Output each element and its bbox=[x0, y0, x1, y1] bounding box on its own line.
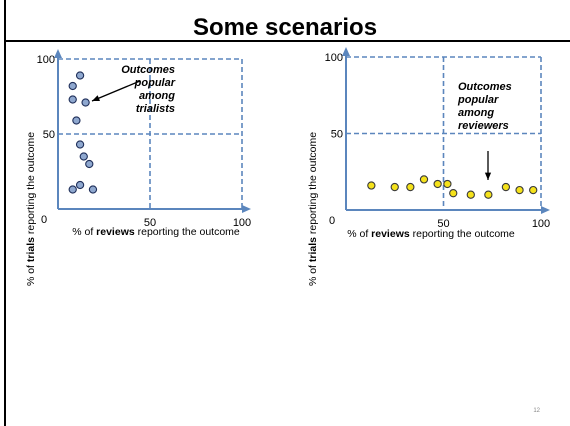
x-axis-arrow-icon bbox=[242, 205, 251, 213]
data-point bbox=[68, 185, 77, 194]
slide-title: Some scenarios bbox=[192, 14, 378, 41]
annotation-text-line: popular bbox=[457, 94, 499, 106]
reference-lines bbox=[58, 58, 243, 209]
y-tick-label: 100 bbox=[325, 52, 343, 64]
data-point bbox=[390, 182, 399, 192]
annotation-text-line: trialists bbox=[136, 103, 175, 115]
x-axis-arrow-icon bbox=[541, 206, 550, 214]
data-point bbox=[85, 159, 94, 169]
y-axis-label: % of trials reporting the outcome bbox=[307, 132, 319, 286]
data-point bbox=[88, 185, 98, 194]
chart-axes bbox=[342, 47, 550, 214]
page-number: 12 bbox=[533, 408, 540, 414]
data-point bbox=[484, 190, 493, 199]
slide-top-border bbox=[4, 40, 570, 42]
data-point bbox=[367, 181, 376, 190]
scatter-chart-reviewers: 0 50 100 50 100 Outcomespopularamongreviewer… bbox=[307, 47, 551, 286]
data-point bbox=[81, 98, 90, 107]
tick-labels: 0 50 100 50 100 bbox=[325, 52, 551, 230]
y-tick-label: 50 bbox=[331, 129, 343, 141]
x-tick-label: 0 bbox=[41, 214, 47, 226]
data-points bbox=[68, 71, 98, 194]
annotation-text-line: Outcomes bbox=[458, 81, 512, 93]
x-tick-label: 0 bbox=[329, 215, 335, 227]
x-tick-label: 50 bbox=[437, 218, 449, 230]
data-point bbox=[68, 81, 77, 91]
annotation-arrow-line bbox=[91, 80, 141, 102]
annotation-text-line: popular bbox=[134, 77, 176, 89]
data-point bbox=[449, 189, 458, 198]
y-tick-label: 100 bbox=[37, 54, 55, 66]
data-point bbox=[515, 185, 524, 195]
data-point bbox=[529, 185, 538, 195]
y-axis-arrow-icon bbox=[342, 47, 350, 56]
data-points bbox=[367, 175, 538, 199]
data-point bbox=[501, 182, 511, 192]
chart-axes bbox=[54, 49, 251, 213]
data-point bbox=[443, 179, 452, 189]
slide-left-border bbox=[4, 0, 6, 426]
x-tick-label: 50 bbox=[144, 217, 156, 229]
y-axis-label: % of trials reporting the outcome bbox=[25, 132, 37, 286]
annotation-arrowhead-icon bbox=[92, 95, 100, 102]
x-tick-label: 100 bbox=[532, 218, 550, 230]
data-point bbox=[75, 140, 85, 149]
x-axis-label: % of reviews reporting the outcome bbox=[347, 228, 515, 240]
data-point bbox=[419, 175, 429, 184]
annotation-text-line: reviewers bbox=[458, 120, 509, 132]
data-point bbox=[433, 179, 442, 189]
x-axis-label: % of reviews reporting the outcome bbox=[72, 226, 240, 238]
x-tick-label: 100 bbox=[233, 217, 251, 229]
data-point bbox=[72, 116, 81, 125]
annotation-arrowhead-icon bbox=[484, 172, 492, 180]
annotation-text-line: among bbox=[458, 107, 494, 119]
annotation-text-line: among bbox=[139, 90, 175, 102]
data-point bbox=[79, 152, 88, 161]
data-point bbox=[75, 71, 85, 80]
annotation-text-line: Outcomes bbox=[121, 64, 175, 76]
reference-lines bbox=[346, 56, 542, 210]
data-point bbox=[466, 190, 475, 199]
data-point bbox=[68, 95, 77, 104]
tick-labels: 0 50 100 50 100 bbox=[37, 54, 252, 229]
data-point bbox=[75, 180, 85, 190]
y-tick-label: 50 bbox=[43, 129, 55, 141]
data-point bbox=[406, 182, 415, 192]
y-axis-arrow-icon bbox=[54, 49, 62, 58]
scatter-chart-trialists: 0 50 100 50 100 Outcomespopularamongtrialist… bbox=[25, 49, 252, 286]
